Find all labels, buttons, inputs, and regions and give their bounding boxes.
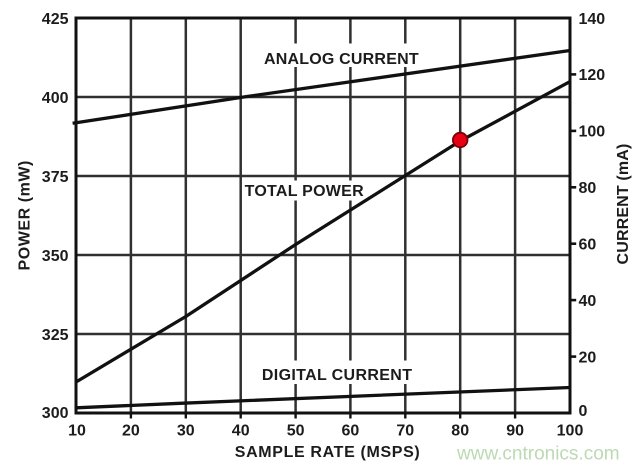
svg-text:TOTAL POWER: TOTAL POWER <box>245 183 364 200</box>
svg-text:60: 60 <box>579 237 597 254</box>
svg-text:300: 300 <box>42 405 69 422</box>
svg-text:80: 80 <box>451 423 469 440</box>
svg-text:50: 50 <box>287 423 305 440</box>
svg-text:425: 425 <box>42 11 69 28</box>
svg-text:www.cntronics.com: www.cntronics.com <box>456 444 620 465</box>
svg-text:20: 20 <box>122 423 140 440</box>
svg-text:40: 40 <box>579 293 597 310</box>
svg-text:40: 40 <box>232 423 250 440</box>
svg-text:60: 60 <box>342 423 360 440</box>
svg-text:350: 350 <box>42 248 69 265</box>
svg-text:140: 140 <box>579 11 606 28</box>
svg-text:100: 100 <box>579 124 606 141</box>
svg-text:70: 70 <box>396 423 414 440</box>
svg-text:DIGITAL CURRENT: DIGITAL CURRENT <box>262 367 412 384</box>
svg-text:CURRENT (mA): CURRENT (mA) <box>615 144 632 265</box>
svg-text:80: 80 <box>579 180 597 197</box>
svg-text:ANALOG CURRENT: ANALOG CURRENT <box>264 51 419 68</box>
svg-text:120: 120 <box>579 67 606 84</box>
svg-text:400: 400 <box>42 90 69 107</box>
svg-text:90: 90 <box>506 423 524 440</box>
svg-text:325: 325 <box>42 327 69 344</box>
svg-text:SAMPLE RATE (MSPS): SAMPLE RATE (MSPS) <box>235 444 421 461</box>
svg-text:0: 0 <box>579 403 588 420</box>
svg-text:100: 100 <box>557 423 584 440</box>
svg-text:30: 30 <box>177 423 195 440</box>
svg-text:10: 10 <box>68 423 86 440</box>
svg-text:375: 375 <box>42 169 69 186</box>
svg-text:POWER (mW): POWER (mW) <box>17 160 34 270</box>
svg-text:20: 20 <box>579 349 597 366</box>
